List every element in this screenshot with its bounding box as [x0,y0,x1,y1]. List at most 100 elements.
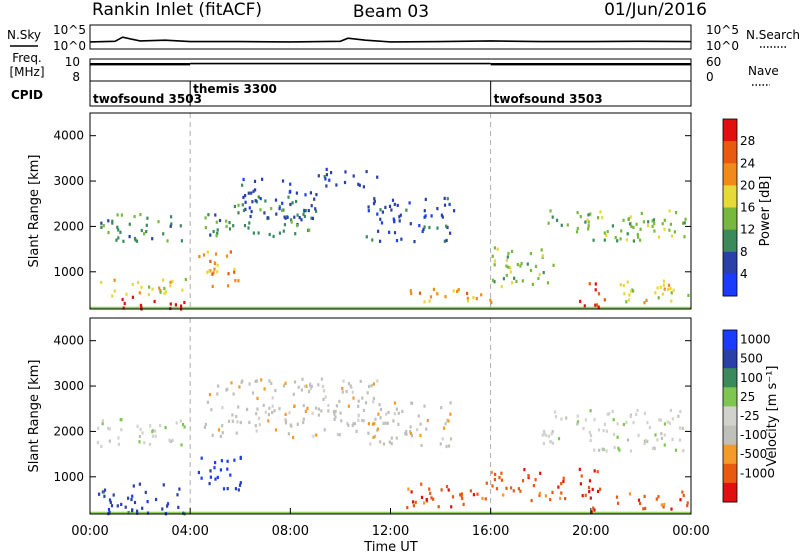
ground-scatter-strip [90,306,691,309]
scatter-cell [357,414,360,418]
scatter-cell [376,175,379,179]
scatter-cell [244,194,247,198]
scatter-cell [237,405,240,409]
scatter-cell [283,215,286,219]
scatter-cell [215,234,218,238]
scatter-cell [136,511,139,515]
scatter-cell [166,239,169,243]
scatter-cell [662,505,665,509]
scatter-cell [282,384,285,388]
scatter-cell [146,500,149,504]
velocity-colorbar-tick: -100 [740,428,767,442]
scatter-cell [226,487,229,491]
scatter-cell [625,420,628,424]
scatter-cell [143,232,146,236]
scatter-cell [310,216,313,220]
scatter-cell [639,238,642,242]
scatter-cell [557,437,561,441]
scatter-cell [544,433,548,437]
scatter-cell [97,426,100,430]
scatter-cell [204,422,207,427]
scatter-cell [540,248,543,252]
scatter-cell [274,198,278,202]
scatter-cell [153,299,156,304]
scatter-cell [507,265,510,269]
scatter-cell [529,268,533,273]
scatter-cell [377,412,380,416]
scatter-cell [148,442,152,446]
scatter-cell [215,220,218,224]
scatter-cell [625,300,628,304]
scatter-cell [113,289,116,293]
scatter-cell [614,236,617,240]
cpid-label-1: themis 3300 [193,82,277,96]
scatter-cell [436,292,439,296]
scatter-cell [102,490,105,494]
scatter-cell [674,448,678,452]
scatter-cell [447,419,450,423]
scatter-cell [392,217,395,221]
scatter-cell [643,494,646,498]
scatter-cell [436,207,439,211]
scatter-cell [138,291,141,295]
scatter-cell [261,177,264,181]
scatter-cell [686,504,689,508]
scatter-cell [493,478,496,482]
scatter-cell [632,421,635,425]
scatter-cell [317,383,320,387]
scatter-cell [122,306,125,310]
power-colorbar-tick: 8 [740,245,748,259]
nsearch-label: N.Search [746,28,800,42]
scatter-cell [315,193,318,197]
power-colorbar-tick: 24 [740,156,755,170]
scatter-cell [116,225,119,229]
velocity-colorbar-tick: 100 [740,371,763,385]
scatter-cell [411,401,414,405]
scatter-cell [632,239,635,243]
scatter-cell [595,303,599,307]
scatter-cell [281,208,284,213]
scatter-cell [513,276,516,280]
velocity-colorbar-tick: 1000 [740,333,771,347]
scatter-cell [209,233,212,237]
scatter-cell [436,226,439,230]
scatter-cell [484,497,487,501]
scatter-cell [237,203,240,207]
scatter-cell [305,384,308,388]
scatter-cell [527,474,530,478]
scatter-cell [564,497,567,501]
scatter-cell [652,218,656,222]
velocity-colorbar-tick: -25 [740,409,760,423]
scatter-cell [376,212,379,216]
scatter-cell [345,389,348,394]
scatter-cell [429,295,433,299]
power-colorbar-swatch [723,141,737,164]
scatter-cell [302,404,305,408]
scatter-cell [640,211,643,215]
scatter-cell [551,441,554,445]
scatter-cell [244,207,247,211]
cpid-label-0: twofsound 3503 [93,92,202,106]
scatter-cell [278,231,281,235]
scatter-cell [426,418,429,423]
scatter-cell [259,208,262,212]
velocity-ytick-label: 2000 [53,424,84,438]
scatter-cell [382,442,385,446]
scatter-cell [149,424,152,428]
scatter-cell [496,247,499,251]
scatter-cell [597,428,601,432]
scatter-cell [302,417,305,421]
scatter-cell [393,401,397,405]
scatter-cell [330,171,333,175]
scatter-cell [615,495,619,499]
scatter-cell [208,269,211,273]
velocity-colorbar-swatch [723,349,737,369]
scatter-cell [491,278,495,282]
scatter-cell [542,429,545,433]
power-ytick-label: 3000 [53,174,84,188]
scatter-cell [581,494,584,498]
scatter-cell [393,412,396,416]
scatter-cell [642,220,645,224]
scatter-cell [137,280,140,285]
scatter-cell [248,206,251,210]
